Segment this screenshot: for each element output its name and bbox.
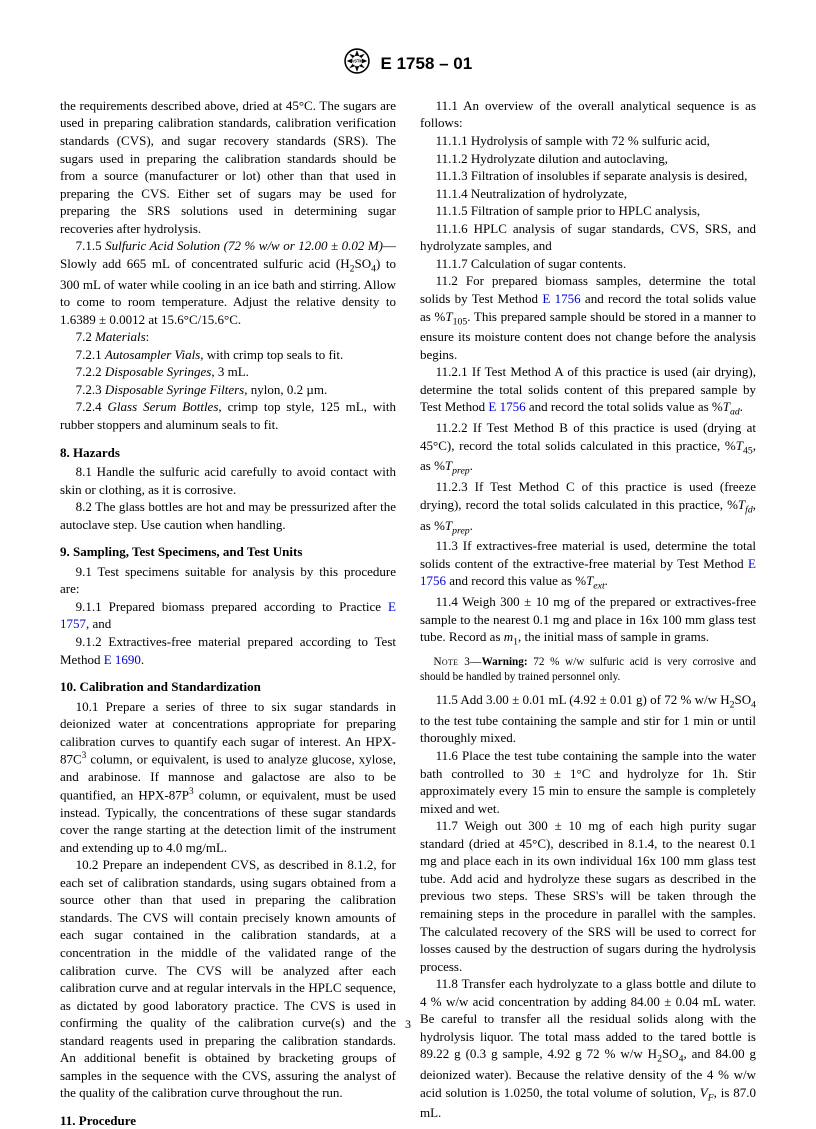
para-7-2-1: 7.2.1 Autosampler Vials, with crimp top … [60, 346, 396, 364]
para-11-1-6: 11.1.6 HPLC analysis of sugar standards,… [420, 220, 756, 255]
heading-10: 10. Calibration and Standardization [60, 678, 396, 696]
para-11-2-2: 11.2.2 If Test Method B of this practice… [420, 419, 756, 478]
para-7-2-3: 7.2.3 Disposable Syringe Filters, nylon,… [60, 381, 396, 399]
para-7-2-2: 7.2.2 Disposable Syringes, 3 mL. [60, 363, 396, 381]
para-11-7: 11.7 Weigh out 300 ± 10 mg of each high … [420, 817, 756, 975]
para-11-5: 11.5 Add 3.00 ± 0.01 mL (4.92 ± 0.01 g) … [420, 691, 756, 747]
para-9-1-1: 9.1.1 Prepared biomass prepared accordin… [60, 598, 396, 633]
para-11-1-4: 11.1.4 Neutralization of hydrolyzate, [420, 185, 756, 203]
para-8-2: 8.2 The glass bottles are hot and may be… [60, 498, 396, 533]
astm-logo: ASTM [344, 48, 370, 81]
link-e1756-b[interactable]: E 1756 [488, 399, 525, 414]
para-7-2: 7.2 Materials: [60, 328, 396, 346]
para-10-1: 10.1 Prepare a series of three to six su… [60, 698, 396, 857]
para-11-1-3: 11.1.3 Filtration of insolubles if separ… [420, 167, 756, 185]
para-10-2: 10.2 Prepare an independent CVS, as desc… [60, 856, 396, 1102]
link-e1756-a[interactable]: E 1756 [542, 291, 580, 306]
para-11-2-3: 11.2.3 If Test Method C of this practice… [420, 478, 756, 537]
page-number: 3 [0, 1016, 816, 1032]
svg-text:ASTM: ASTM [351, 59, 363, 64]
note-3: Note 3—Warning: 72 % w/w sulfuric acid i… [420, 655, 756, 685]
body-columns: the requirements described above, dried … [60, 97, 756, 1129]
para-7-1-5: 7.1.5 Sulfuric Acid Solution (72 % w/w o… [60, 237, 396, 328]
standard-number: E 1758 – 01 [381, 54, 473, 73]
link-e1690[interactable]: E 1690 [104, 652, 141, 667]
para-11-4: 11.4 Weigh 300 ± 10 mg of the prepared o… [420, 593, 756, 649]
para-9-1: 9.1 Test specimens suitable for analysis… [60, 563, 396, 598]
para-11-2: 11.2 For prepared biomass samples, deter… [420, 272, 756, 363]
heading-9: 9. Sampling, Test Specimens, and Test Un… [60, 543, 396, 561]
para-11-1-5: 11.1.5 Filtration of sample prior to HPL… [420, 202, 756, 220]
heading-8: 8. Hazards [60, 444, 396, 462]
para-11-1-1: 11.1.1 Hydrolysis of sample with 72 % su… [420, 132, 756, 150]
heading-11: 11. Procedure [60, 1112, 396, 1129]
para-8-1: 8.1 Handle the sulfuric acid carefully t… [60, 463, 396, 498]
para-11-2-1: 11.2.1 If Test Method A of this practice… [420, 363, 756, 419]
para-11-1-7: 11.1.7 Calculation of sugar contents. [420, 255, 756, 273]
page-header: ASTM E 1758 – 01 [60, 48, 756, 81]
para-11-1-2: 11.1.2 Hydrolyzate dilution and autoclav… [420, 150, 756, 168]
para-7-continued: the requirements described above, dried … [60, 97, 396, 237]
para-11-1: 11.1 An overview of the overall analytic… [420, 97, 756, 132]
para-11-3: 11.3 If extractives-free material is use… [420, 537, 756, 593]
para-11-8: 11.8 Transfer each hydrolyzate to a glas… [420, 975, 756, 1122]
para-9-1-2: 9.1.2 Extractives-free material prepared… [60, 633, 396, 668]
para-7-2-4: 7.2.4 Glass Serum Bottles, crimp top sty… [60, 398, 396, 433]
para-11-6: 11.6 Place the test tube containing the … [420, 747, 756, 817]
